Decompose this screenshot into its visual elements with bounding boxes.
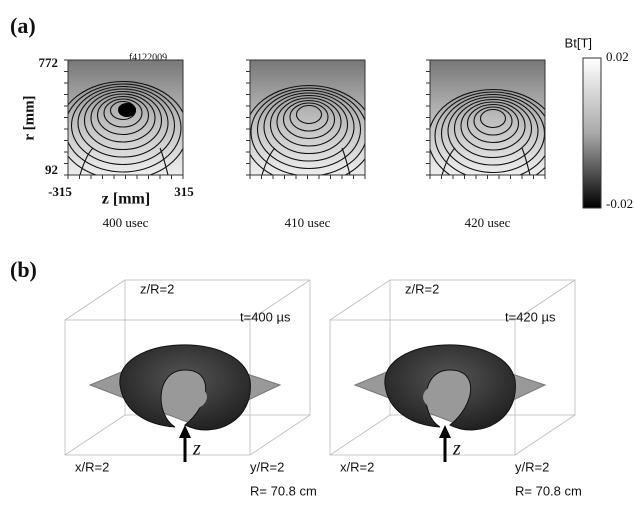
contour-line <box>261 147 351 176</box>
time-label: t=400 µs <box>240 309 291 324</box>
box-edge <box>329 279 391 321</box>
contour-line <box>68 83 182 173</box>
contour-line <box>453 98 533 159</box>
contour-line <box>434 91 545 175</box>
contour-line <box>263 92 355 162</box>
x-label: x/R=2 <box>340 459 374 474</box>
colorbar-top: 0.02 <box>606 49 629 64</box>
contour-line <box>466 103 520 144</box>
colorbar <box>582 57 602 209</box>
shot-number: f4122009 <box>129 52 167 63</box>
contour-line <box>269 94 349 155</box>
contour-background <box>250 60 365 175</box>
z-arrow-head <box>439 425 451 438</box>
y-label: y/R=2 <box>515 459 549 474</box>
contour-line <box>479 108 507 129</box>
contour-line <box>447 96 539 166</box>
torus-hole <box>163 383 207 411</box>
contour-line <box>250 87 365 175</box>
panel-label: (a) <box>10 13 36 38</box>
colorbar-bottom: -0.02 <box>606 196 633 211</box>
z-arrow-label: z <box>192 438 201 460</box>
box-edge <box>249 414 311 456</box>
torus <box>384 344 516 431</box>
contour-line <box>289 102 329 132</box>
box-edge <box>64 279 126 321</box>
time-label: 410 usec <box>285 215 331 230</box>
box-edge <box>514 414 576 456</box>
panel-label: (b) <box>10 257 37 282</box>
time-label: 400 usec <box>103 215 149 230</box>
y-label: y/R=2 <box>250 459 284 474</box>
z-right: 315 <box>174 184 194 199</box>
time-label: 420 usec <box>465 215 511 230</box>
box-edge <box>514 279 576 321</box>
colorbar-title: Bt[T] <box>565 35 592 50</box>
time-label: t=420 µs <box>505 309 556 324</box>
contour-line <box>90 93 156 143</box>
contour-line <box>70 85 176 166</box>
torus <box>119 344 251 431</box>
contour-line <box>256 89 362 170</box>
r-bottom: 92 <box>45 162 58 177</box>
box-edge <box>249 279 311 321</box>
core <box>118 103 136 117</box>
radius-label: R= 70.8 cm <box>515 483 582 498</box>
contour-line <box>282 99 336 140</box>
z-arrow-label: z <box>452 438 461 460</box>
z-label: z/R=2 <box>140 281 174 296</box>
z-label: z/R=2 <box>405 281 439 296</box>
contour-line <box>68 80 183 175</box>
contour-line <box>250 84 365 175</box>
box-edge <box>329 414 391 456</box>
r-axis-label: r [mm] <box>21 95 37 140</box>
contour-line <box>79 147 169 176</box>
contour-line <box>77 88 169 158</box>
contour-line <box>96 95 150 136</box>
contour-line <box>83 90 163 151</box>
radius-label: R= 70.8 cm <box>250 483 317 498</box>
contour-line <box>430 88 545 175</box>
contour-line <box>473 106 513 136</box>
box-edge <box>64 414 126 456</box>
x-label: x/R=2 <box>75 459 109 474</box>
torus-hole <box>423 383 467 411</box>
z-left: -315 <box>48 184 72 199</box>
contour-line <box>103 98 143 128</box>
contour-line <box>441 147 531 176</box>
r-top: 772 <box>39 55 59 70</box>
z-arrow-head <box>179 425 191 438</box>
contour-line <box>295 104 323 125</box>
contour-line <box>460 101 526 151</box>
z-axis-label: z [mm] <box>102 191 150 208</box>
contour-line <box>276 97 342 147</box>
